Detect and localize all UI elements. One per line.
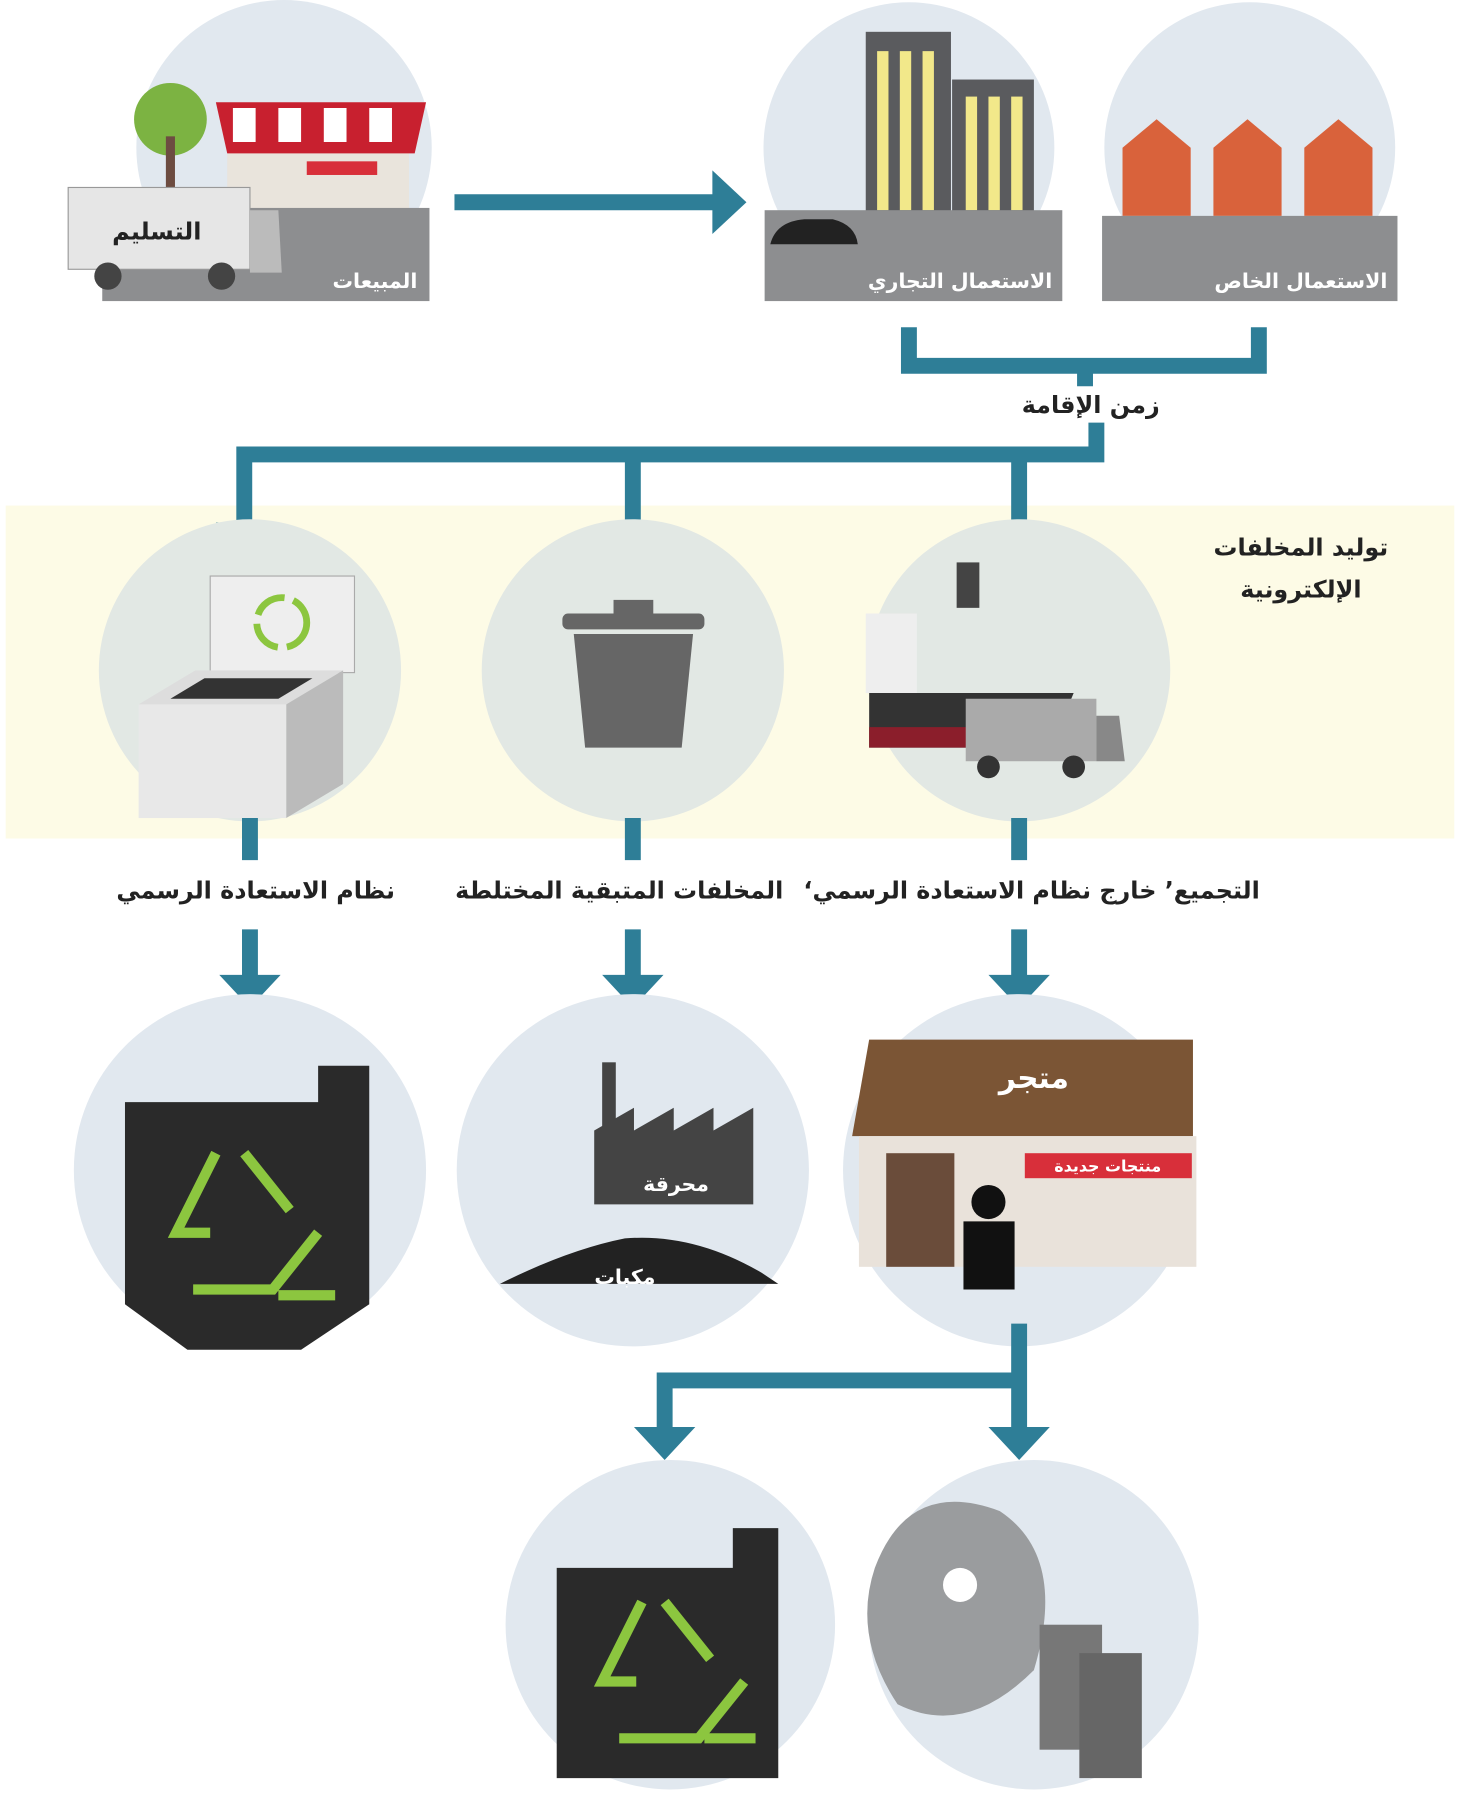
delivery-label: التسليم <box>112 217 201 245</box>
route-stems <box>242 818 1028 978</box>
new-products-label: منتجات جديدة <box>1054 1156 1161 1175</box>
split-lines <box>236 422 1105 525</box>
incinerator-icon <box>499 1062 779 1284</box>
recycling-plant-icon <box>124 1065 370 1350</box>
residence-bracket <box>900 327 1267 387</box>
landfill-label: مكبات <box>594 1265 655 1289</box>
residence-label: زمن الإقامة <box>1022 391 1160 419</box>
generation-label: توليد المخلفات <box>1214 533 1389 561</box>
recycle-bin-icon <box>138 575 356 819</box>
commercial-label: الاستعمال التجاري <box>868 269 1052 294</box>
trash-icon <box>562 599 705 748</box>
ship-truck-icon <box>865 562 1125 779</box>
arrow-head <box>712 170 747 235</box>
shop-split <box>656 1323 1028 1430</box>
delivery-truck <box>67 186 282 290</box>
houses-icon <box>1122 119 1373 216</box>
private-label: الاستعمال الخاص <box>1214 269 1387 293</box>
arrow-heads <box>219 974 1050 1008</box>
residual-label: المخلفات المتبقية المختلطة <box>455 876 783 904</box>
sales-label: المبيعات <box>333 269 418 293</box>
private-ground <box>1102 215 1398 302</box>
incinerator-label: محرقة <box>643 1172 709 1196</box>
informal-label: ‘التجميع’ خارج نظام الاستعادة الرسمي <box>803 876 1259 904</box>
car-icon <box>770 219 858 245</box>
arrow-heads <box>633 1427 1050 1460</box>
recycling-plant-icon <box>556 1528 779 1779</box>
shop-label: متجر <box>997 1061 1069 1095</box>
generation-label: الإلكترونية <box>1240 575 1361 603</box>
dumping-icon <box>867 1501 1142 1779</box>
formal-label: نظام الاستعادة الرسمي <box>116 876 395 904</box>
shop-icon <box>852 1039 1197 1290</box>
